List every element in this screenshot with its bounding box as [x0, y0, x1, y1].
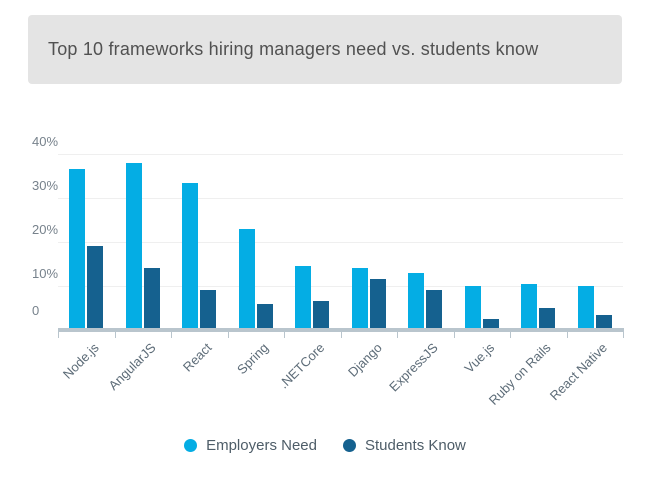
x-axis-tick	[340, 332, 342, 338]
bar-students-know-8[interactable]	[539, 308, 556, 330]
title-banner: Top 10 frameworks hiring managers need v…	[28, 15, 622, 84]
x-axis-tick	[171, 332, 172, 338]
bar-students-know-7[interactable]	[482, 319, 499, 330]
legend-item-students-know[interactable]: Students Know	[342, 437, 466, 454]
x-axis-label-vue-js: Vue.js	[461, 340, 498, 376]
bar-students-know-2[interactable]	[200, 290, 217, 330]
legend-dot-icon	[184, 439, 198, 452]
bar-students-know-0[interactable]	[87, 246, 104, 330]
x-axis-tick	[510, 332, 511, 338]
gridline-40pct	[58, 154, 623, 155]
x-axis-label-react-native: React Native	[547, 340, 611, 404]
plot-area	[58, 150, 623, 330]
legend-item-employers-need[interactable]: Employers Need	[184, 437, 317, 454]
bar-employers-need-8[interactable]	[521, 283, 538, 330]
x-axis-line	[58, 328, 624, 332]
y-axis-label-30: 30%	[32, 178, 59, 193]
bar-employers-need-3[interactable]	[238, 228, 255, 330]
y-axis-label-10: 10%	[32, 266, 59, 281]
y-axis-label-20: 20%	[32, 222, 59, 237]
gridline-30pct	[58, 198, 623, 199]
legend-label: Students Know	[364, 437, 466, 454]
x-axis-label-react: React	[180, 340, 215, 375]
legend: Employers Need Students Know	[0, 437, 650, 454]
bar-employers-need-2[interactable]	[182, 182, 199, 330]
x-axis-tick	[453, 332, 455, 338]
bar-students-know-9[interactable]	[595, 314, 612, 330]
chart-title: Top 10 frameworks hiring managers need v…	[48, 39, 539, 59]
x-axis-tick	[114, 332, 116, 338]
y-axis-label-0: 0	[32, 303, 40, 318]
bar-employers-need-7[interactable]	[464, 286, 481, 330]
x-axis-label-expressjs: ExpressJS	[386, 340, 441, 395]
x-axis-label-node-js: Node.js	[60, 340, 102, 382]
x-axis-tick	[284, 332, 285, 338]
bar-employers-need-6[interactable]	[408, 272, 425, 330]
legend-label: Employers Need	[206, 437, 317, 454]
bar-employers-need-1[interactable]	[125, 162, 142, 330]
bar-employers-need-0[interactable]	[69, 169, 86, 330]
bar-students-know-1[interactable]	[143, 268, 160, 330]
bar-students-know-6[interactable]	[426, 290, 443, 330]
x-axis-label-angularjs: AngularJS	[105, 340, 159, 394]
x-axis-tick	[566, 332, 568, 338]
x-axis-label--netcore: .NETCore	[276, 340, 328, 392]
x-axis-tick	[623, 332, 624, 338]
bar-students-know-4[interactable]	[313, 301, 330, 330]
x-axis-tick	[397, 332, 398, 338]
gridline-10pct	[58, 286, 623, 287]
y-axis-label-40: 40%	[32, 134, 59, 149]
gridline-20pct	[58, 242, 623, 243]
bar-employers-need-9[interactable]	[577, 286, 594, 330]
legend-dot-icon	[342, 439, 356, 452]
bar-employers-need-5[interactable]	[351, 268, 368, 330]
x-axis-tick	[58, 332, 59, 338]
bar-students-know-5[interactable]	[369, 279, 386, 330]
x-axis-label-django: Django	[344, 340, 385, 380]
x-axis-tick	[227, 332, 229, 338]
bar-students-know-3[interactable]	[256, 303, 273, 330]
x-axis-label-spring: Spring	[234, 340, 272, 378]
bar-employers-need-4[interactable]	[295, 266, 312, 330]
